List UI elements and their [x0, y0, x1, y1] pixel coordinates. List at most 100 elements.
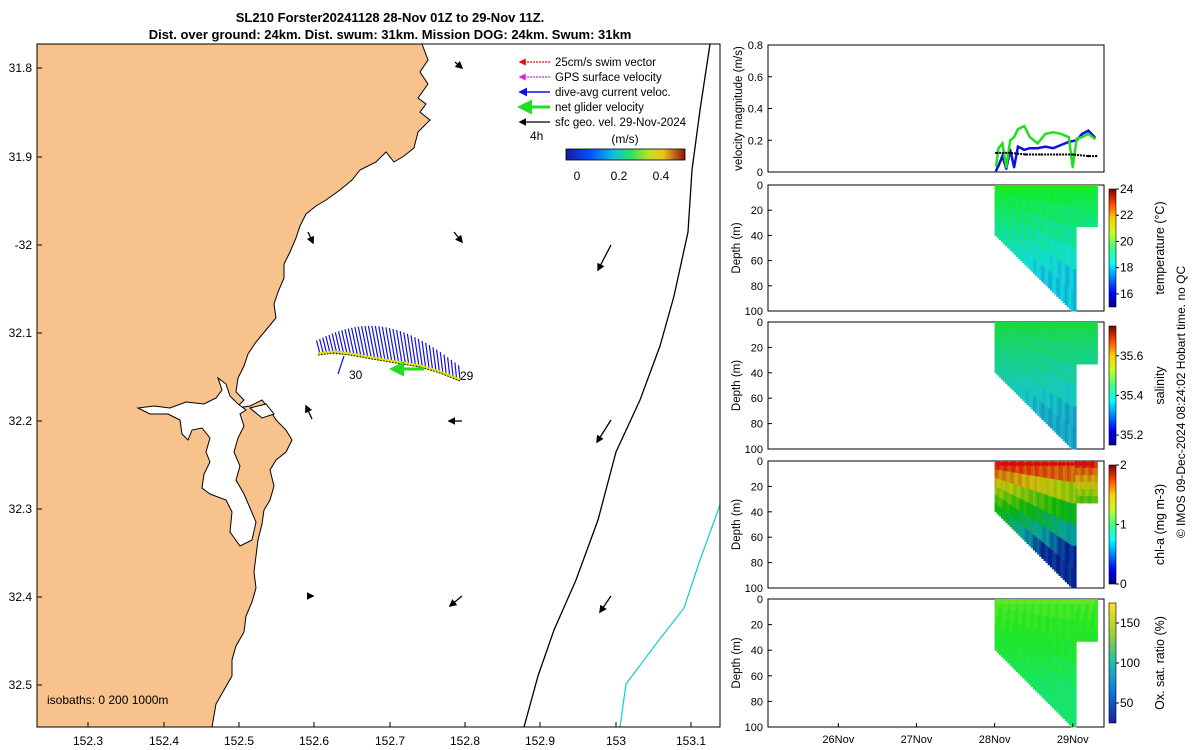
- section-cell: [1052, 322, 1056, 341]
- section-cell: [1071, 599, 1075, 621]
- velocity-point: [1009, 151, 1012, 155]
- section-cell: [1015, 196, 1020, 210]
- section-cell: [1071, 290, 1075, 312]
- section-cell: [1049, 670, 1054, 689]
- section-cell: [1024, 362, 1028, 377]
- section-cell: [1094, 474, 1098, 483]
- section-cell: [1064, 244, 1069, 266]
- section-cell: [1088, 634, 1092, 642]
- section-cell: [1090, 606, 1094, 614]
- section-cell: [1005, 629, 1009, 641]
- surface-sample-dot: [1065, 322, 1071, 328]
- map-x-tick-label: 152.7: [375, 734, 405, 748]
- legend-label: GPS surface velocity: [555, 72, 662, 84]
- section-cell: [994, 201, 998, 211]
- section-cell: [1047, 202, 1052, 220]
- section-cell: [1049, 237, 1054, 256]
- section-cell: [1081, 335, 1086, 344]
- section-cell: [1043, 615, 1047, 633]
- section-cell: [1069, 246, 1073, 269]
- section-cell: [1024, 198, 1028, 213]
- section-cell: [996, 348, 1000, 358]
- section-cell: [1071, 427, 1075, 450]
- section-cell: [1037, 368, 1041, 385]
- section-cell: [1028, 227, 1032, 242]
- section-cell: [1088, 191, 1092, 200]
- surface-sample-dot: [1086, 461, 1091, 467]
- section-cell: [1071, 364, 1075, 386]
- current-vector: [406, 333, 413, 366]
- section-cell: [998, 461, 1003, 471]
- section-cell: [1075, 481, 1079, 490]
- section-cell: [1041, 664, 1045, 682]
- section-cell: [1020, 611, 1024, 626]
- section-cell: [1022, 210, 1026, 225]
- section-cell: [1005, 185, 1009, 196]
- section-cell: [1013, 196, 1018, 209]
- section-cell: [1071, 663, 1075, 685]
- velocity-y-tick-label: 0.8: [748, 40, 763, 52]
- section-cell: [1069, 565, 1073, 587]
- section-cell: [1056, 222, 1060, 242]
- section-cell: [1030, 461, 1035, 476]
- section-cell: [1045, 633, 1049, 651]
- section-cell: [1039, 232, 1043, 249]
- section-cell: [994, 330, 998, 340]
- section-cell: [1045, 201, 1049, 220]
- section-cell: [1092, 495, 1096, 504]
- section-cell: [1020, 197, 1024, 211]
- section-cell: [1090, 219, 1094, 228]
- section-cell: [1032, 185, 1037, 201]
- current-vector: [417, 338, 424, 369]
- inlet: [248, 403, 275, 419]
- section-cell: [1041, 525, 1045, 543]
- section-cell: [1026, 516, 1030, 531]
- section-cell: [1043, 510, 1047, 528]
- section-cell: [1037, 337, 1041, 354]
- section-cell: [1090, 495, 1094, 504]
- section-cell: [1069, 703, 1073, 726]
- section-cell: [1088, 342, 1092, 351]
- velocity-point: [1087, 154, 1090, 158]
- section-cell: [1020, 499, 1024, 513]
- section-cell: [1090, 191, 1094, 200]
- section-cell: [1049, 652, 1054, 671]
- geo-arrow: [597, 244, 612, 272]
- section-cell: [1032, 658, 1037, 675]
- section-cell: [1071, 206, 1075, 228]
- section-cell: [1071, 185, 1075, 207]
- surface-sample-dot: [1086, 185, 1091, 191]
- section-cell: [1045, 494, 1049, 513]
- section-cell: [1045, 528, 1049, 547]
- isobath-1000: [619, 504, 720, 727]
- section-cell: [1049, 410, 1054, 429]
- section-cell: [1083, 613, 1088, 621]
- section-cell: [1088, 328, 1092, 337]
- section-cell: [1077, 191, 1081, 200]
- section-cell: [1020, 185, 1024, 199]
- depth-tick-label: 40: [751, 368, 763, 380]
- section-cell: [1028, 489, 1032, 504]
- section-cell: [1069, 523, 1073, 545]
- section-cell: [1011, 196, 1015, 208]
- section-cell: [1003, 214, 1007, 225]
- section-cell: [1041, 403, 1045, 420]
- section-cell: [1000, 350, 1005, 361]
- section-cell: [1020, 637, 1024, 651]
- section-cell: [1079, 356, 1083, 365]
- section-cell: [1052, 185, 1056, 204]
- section-cell: [1081, 467, 1086, 476]
- section-cell: [1071, 385, 1075, 408]
- legend-label: net glider velocity: [555, 102, 644, 114]
- section-cell: [1062, 322, 1066, 343]
- section-cell: [1007, 353, 1011, 365]
- section-cell: [1066, 424, 1071, 446]
- section-cell: [1086, 342, 1090, 351]
- section-cell: [1043, 250, 1047, 268]
- section-cell: [1030, 185, 1035, 200]
- track-points: [317, 352, 461, 382]
- section-cell: [1086, 627, 1090, 635]
- section-cell: [1005, 195, 1009, 206]
- section-cell: [1058, 341, 1062, 361]
- section-cell: [1054, 479, 1058, 499]
